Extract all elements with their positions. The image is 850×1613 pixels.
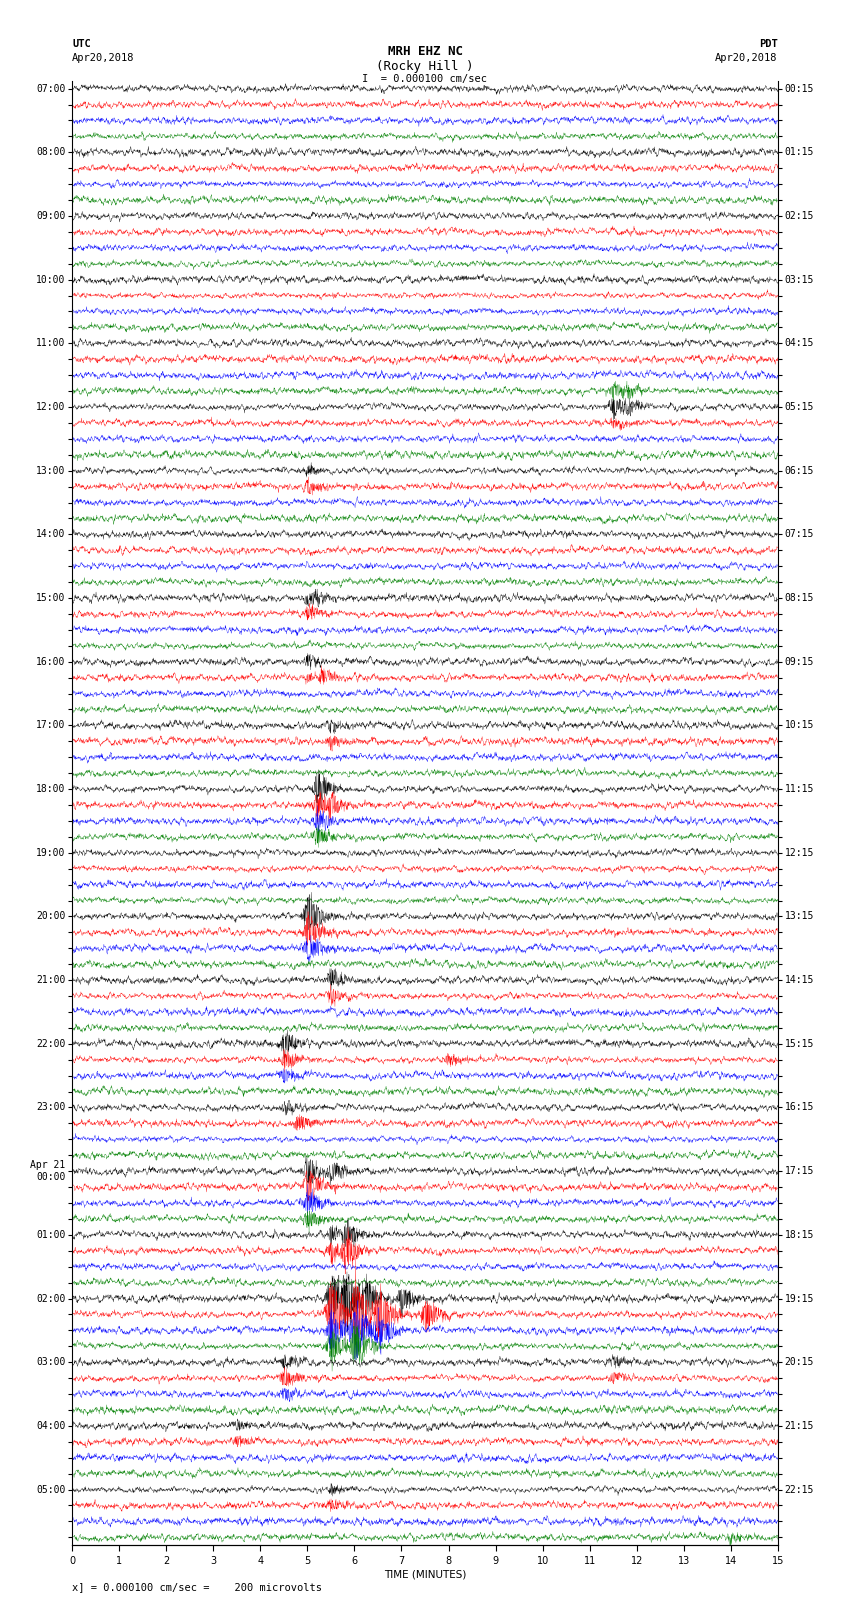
Text: Apr20,2018: Apr20,2018 bbox=[715, 53, 778, 63]
Text: (Rocky Hill ): (Rocky Hill ) bbox=[377, 60, 473, 73]
X-axis label: TIME (MINUTES): TIME (MINUTES) bbox=[384, 1569, 466, 1579]
Text: I  = 0.000100 cm/sec: I = 0.000100 cm/sec bbox=[362, 74, 488, 84]
Text: PDT: PDT bbox=[759, 39, 778, 48]
Text: x] = 0.000100 cm/sec =    200 microvolts: x] = 0.000100 cm/sec = 200 microvolts bbox=[72, 1582, 322, 1592]
Text: UTC: UTC bbox=[72, 39, 91, 48]
Text: MRH EHZ NC: MRH EHZ NC bbox=[388, 45, 462, 58]
Text: Apr20,2018: Apr20,2018 bbox=[72, 53, 135, 63]
